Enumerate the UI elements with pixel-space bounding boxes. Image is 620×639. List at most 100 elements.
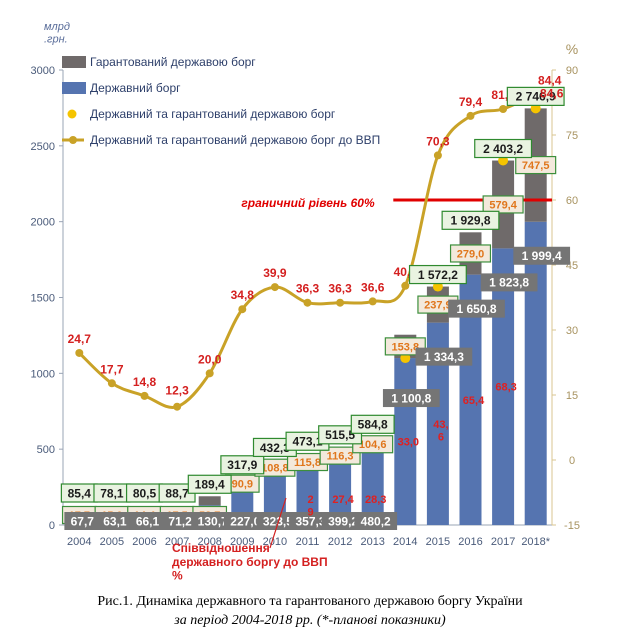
state-debt-label: 67,7 [71,514,95,528]
state-debt-label-box [382,389,440,408]
state-debt-label: 1 999,4 [522,249,562,263]
guaranteed-label-box [449,244,492,263]
figure-caption-period: за період 2004-2018 рр. (*-планові показ… [174,613,446,628]
state-debt-label: 71,2 [168,514,192,528]
state-debt-label-box [96,512,133,530]
ratio-point [466,111,475,120]
x-tick-label: 2006 [132,536,156,548]
ratio-label: 20,0 [198,352,222,366]
x-tick-label: 2011 [296,536,320,548]
guaranteed-label-box [384,337,426,356]
state-debt-bar [426,322,449,525]
guaranteed-label: 116,3 [327,451,354,463]
state-ratio-label: 33,0 [398,437,419,449]
total-debt-label-group: 317,9 [220,455,265,475]
total-debt-label-box [506,86,565,106]
state-debt-label-group: 130,7 [191,512,235,530]
ratio-point [499,105,508,113]
state-debt-label-group: 1 823,8 [480,273,538,292]
total-debt-label: 584,8 [358,418,388,432]
x-tick-label: 2016 [458,536,482,548]
ratio-label: 12,3 [165,384,189,398]
x-tick-label: 2015 [426,536,450,548]
guaranteed-label-group: 115,8 [286,452,329,472]
state-debt-label-group: 1 650,8 [448,299,505,318]
debt-chart: 050010001500200025003000-150153045607590… [31,21,580,583]
x-tick-label: 2017 [491,536,515,548]
total-debt-label-group: 584,8 [350,414,395,434]
total-debt-label-group: 85,4 [60,483,98,503]
total-debt-label: 432,3 [260,441,290,455]
total-debt-label-group: 189,4 [187,474,232,494]
guaranteed-label-group: 90,9 [224,474,260,493]
state-debt-label-group: 399,2 [321,512,365,530]
data-labels: 24,7 17,7 14,8 12,3 20,0 34,8 39,9 36,3 36,3 36,6… [60,73,571,583]
total-debt-label: 88,7 [165,486,189,500]
right-tick-label: -15 [564,520,580,532]
left-tick-label: 1500 [31,293,55,305]
guaranteed-label: 237,9 [424,300,452,312]
state-debt-label: 1 823,8 [489,276,529,290]
guaranteed-label: 153,8 [392,341,420,353]
state-debt-label-group: 227,0 [223,512,267,530]
x-tick-label: 2007 [165,536,189,548]
guaranteed-label-group: 579,4 [482,195,524,214]
total-debt-label-group: 80,5 [125,483,164,503]
ratio-label: 34,8 [231,288,255,302]
total-debt-label: 473,1 [292,435,322,449]
ratio-label: 36,6 [361,280,385,294]
ratio-point [75,348,84,357]
guaranteed-label: 579,4 [489,199,517,211]
figure-caption: Рис.1. Динаміка державного та гарантован… [97,594,523,609]
guaranteed-label-group: 153,8 [384,337,426,356]
state-ratio-label: 84,6 [540,86,564,100]
legend-label: Державний та гарантований державою борг [90,107,336,121]
state-debt-label: 1 334,3 [424,350,464,364]
state-debt-label: 63,1 [103,514,127,528]
total-debt-label-box [441,210,500,230]
total-debt-label-box [220,455,265,475]
x-tick-label: 2004 [67,536,91,548]
guaranteed-label-group: 279,0 [449,244,492,263]
ratio-label: 79,4 [459,95,483,109]
legend-label: Державний та гарантований державою борг … [90,133,380,147]
state-debt-label: 66,1 [136,514,160,528]
annotation-pointer [269,497,287,549]
guaranteed-debt-bar [198,496,221,506]
ratio-label: 84,4 [538,73,562,87]
legend-label: Державний борг [90,81,181,95]
guaranteed-label-box [482,195,524,214]
state-debt-label-box [289,512,332,530]
ratio-label: 36,3 [296,282,320,296]
left-tick-label: 3000 [31,65,55,77]
left-tick-label: 500 [37,444,55,456]
state-debt-label-box [162,512,199,530]
state-debt-label-box [513,246,571,265]
annotation-text: Співвідношення державного боргу до ВВП% [172,541,328,583]
total-debt-label: 189,4 [195,478,225,492]
legend-swatch [69,136,77,144]
ratio-point [270,283,279,292]
state-debt-label: 399,2 [328,514,358,528]
state-debt-label: 1 100,8 [391,391,431,405]
state-ratio-label: 28,3 [365,494,386,506]
state-debt-label-group: 1 999,4 [513,246,571,265]
state-debt-label-group: 63,1 [96,512,133,530]
total-debt-label-group: 2 403,2 [474,138,533,159]
left-axis-unit: млрд .грн. [44,21,70,46]
right-tick-label: 60 [566,195,578,207]
ratio-label: 39,9 [263,266,287,280]
ratio-point [140,391,149,400]
legend-label: Гарантований державою борг [90,55,256,69]
ratio-point [401,281,410,290]
x-tick-label: 2014 [393,536,417,548]
state-debt-label-box [64,512,101,530]
total-debt-label: 2 746,9 [516,90,556,104]
total-debt-label-group: 1 929,8 [441,210,500,230]
state-debt-label-group: 1 100,8 [382,389,440,408]
x-tick-label: 2008 [197,536,221,548]
x-tick-label: 2018* [521,536,550,548]
state-debt-label-box [415,347,473,366]
guaranteed-label-group: 104,6 [352,435,394,454]
